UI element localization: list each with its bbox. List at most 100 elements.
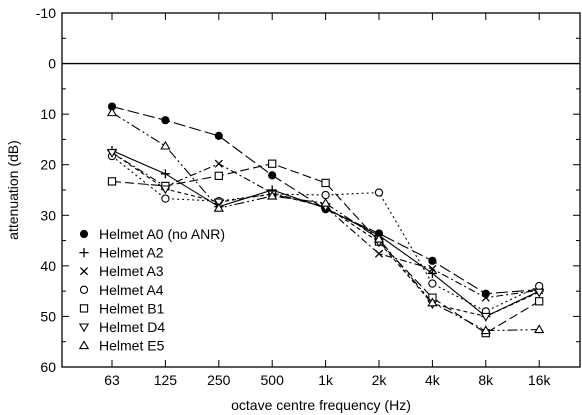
legend-marker (78, 340, 90, 350)
data-point (107, 177, 117, 186)
legend-label: Helmet D4 (99, 319, 165, 335)
marker-shape (373, 233, 385, 243)
marker-shape (427, 297, 438, 307)
marker-shape (106, 149, 118, 158)
legend-marker (79, 248, 89, 258)
marker-shape (78, 323, 90, 333)
marker-shape (79, 304, 89, 313)
marker-shape (480, 325, 491, 335)
marker-shape (534, 324, 545, 334)
series-helmet-e5 (106, 107, 545, 335)
marker-shape (213, 198, 224, 208)
y-tick-label: -10 (36, 5, 56, 21)
marker-shape (214, 159, 223, 168)
y-tick-label: 60 (40, 359, 56, 375)
marker-shape (535, 297, 544, 306)
y-tick-label: 20 (40, 157, 56, 173)
data-point (321, 190, 330, 200)
legend-marker (79, 229, 89, 239)
data-point (213, 202, 224, 212)
marker-shape (161, 194, 170, 203)
marker-shape (428, 279, 437, 288)
legend-item: Helmet A4 (79, 282, 164, 298)
data-point (427, 297, 438, 307)
marker-shape (160, 140, 171, 150)
data-point (320, 197, 331, 207)
data-point (160, 140, 171, 150)
marker-shape (79, 285, 89, 294)
marker-shape (534, 288, 545, 298)
legend-marker (79, 285, 89, 294)
data-point (160, 185, 171, 195)
x-axis-title: octave centre frequency (Hz) (231, 397, 411, 413)
y-tick-label: 50 (40, 308, 56, 324)
legend-item: Helmet A0 (no ANR) (79, 226, 225, 242)
data-point (214, 171, 223, 180)
data-point (428, 256, 437, 265)
legend-label: Helmet E5 (99, 338, 165, 354)
y-axis-title: attenuation (dB) (5, 140, 21, 240)
x-tick-label: 1k (318, 372, 334, 388)
legend-marker (79, 267, 89, 276)
legend: Helmet A0 (no ANR) Helmet A2 Helmet A3 Helm… (78, 226, 225, 354)
legend-label: Helmet A0 (no ANR) (99, 226, 225, 242)
marker-shape (428, 264, 437, 273)
x-tick-label: 125 (154, 372, 178, 388)
marker-shape (481, 293, 490, 302)
legend-label: Helmet B1 (99, 300, 165, 316)
marker-shape (268, 159, 277, 168)
data-point (427, 268, 437, 279)
x-tick-label: 250 (207, 372, 231, 388)
marker-shape (106, 107, 118, 117)
legend-item: Helmet E5 (78, 338, 165, 354)
x-tick-label: 2k (372, 372, 388, 388)
y-tick-label: 30 (40, 207, 56, 223)
legend-item: Helmet B1 (79, 300, 165, 316)
series-line (111, 112, 540, 332)
marker-shape (160, 169, 170, 179)
data-point (481, 293, 490, 302)
x-tick-label: 16k (528, 372, 552, 388)
data-point (214, 159, 223, 168)
data-point (268, 159, 277, 168)
marker-shape (79, 229, 89, 239)
data-point (268, 171, 277, 180)
legend-item: Helmet A3 (79, 263, 164, 279)
marker-shape (427, 268, 437, 279)
legend-marker (79, 304, 89, 313)
data-point (160, 169, 170, 179)
legend-item: Helmet D4 (78, 319, 165, 335)
marker-shape (374, 249, 384, 258)
legend-label: Helmet A2 (99, 245, 164, 261)
data-point (480, 325, 491, 335)
y-axis-ticks: -10 0 10 20 30 40 50 60 (36, 5, 580, 375)
data-point (106, 149, 118, 158)
marker-shape (267, 190, 278, 200)
marker-shape (321, 178, 330, 188)
marker-shape (213, 202, 224, 212)
data-point (374, 188, 384, 197)
series-layer (106, 102, 545, 338)
y-tick-label: 10 (40, 106, 56, 122)
x-tick-label: 4k (425, 372, 441, 388)
marker-shape (428, 256, 437, 265)
marker-shape (374, 188, 384, 197)
marker-shape (320, 197, 331, 207)
marker-shape (161, 116, 170, 125)
data-point (161, 194, 170, 203)
data-point (428, 264, 437, 273)
data-point (106, 107, 118, 117)
series-line (111, 155, 540, 312)
marker-shape (268, 171, 277, 180)
x-tick-label: 8k (478, 372, 494, 388)
marker-shape (160, 185, 171, 195)
data-point (534, 324, 545, 334)
x-tick-label: 63 (104, 372, 120, 388)
data-point (373, 233, 385, 243)
y-tick-label: 0 (48, 56, 56, 72)
data-point (161, 116, 170, 125)
legend-label: Helmet A3 (99, 263, 164, 279)
legend-marker (78, 323, 90, 333)
data-point (535, 297, 544, 306)
